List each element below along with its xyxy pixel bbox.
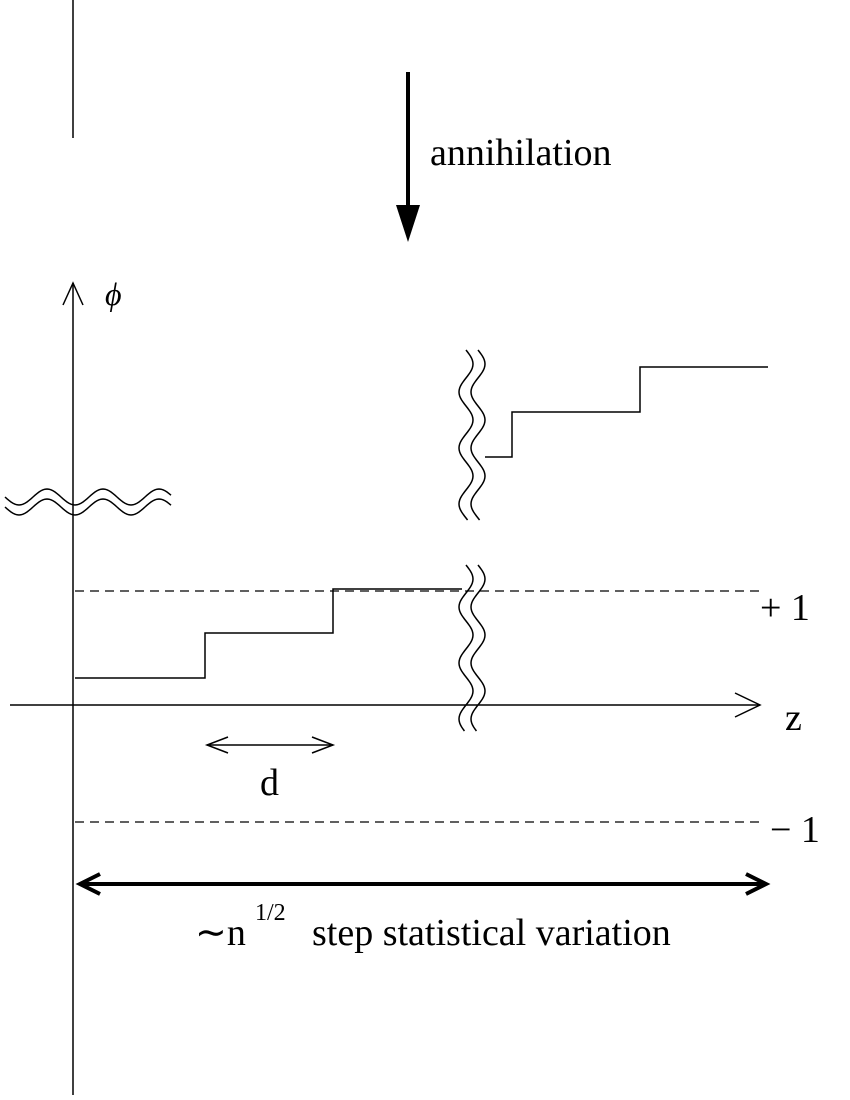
y-axis-head (62, 281, 84, 306)
wave-line (4, 488, 172, 506)
wave-line (4, 498, 172, 516)
x-axis-head (734, 692, 762, 718)
annihilation-label: annihilation (430, 132, 612, 174)
upper-steps (485, 366, 768, 458)
caption-exponent: 1/2 (255, 900, 286, 926)
spacing-head (204, 736, 229, 754)
arrow-head (396, 205, 420, 242)
spacing-label: d (260, 762, 279, 804)
break-marks (4, 349, 486, 732)
plus-one-label: + 1 (760, 587, 810, 629)
spacing-head (311, 736, 336, 754)
wave-line (470, 349, 486, 521)
minus-one-label: − 1 (770, 809, 820, 851)
wave-line (458, 349, 474, 521)
x-axis-label: z (785, 697, 802, 739)
wave-line (470, 564, 486, 732)
variation-head (75, 872, 101, 896)
wave-line (458, 564, 474, 732)
caption-text: step statistical variation (312, 912, 671, 954)
lower-steps (75, 588, 462, 679)
y-axis-label: ϕ (105, 276, 122, 312)
caption-prefix: ∼n (195, 912, 246, 954)
variation-head (745, 872, 771, 896)
